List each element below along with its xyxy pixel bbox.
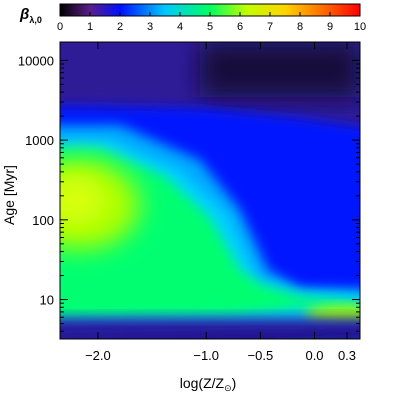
colorbar-tick-label: 9 — [327, 21, 333, 33]
colorbar-tick-label: 3 — [147, 21, 153, 33]
colorbar-label-sub: λ,0 — [29, 15, 42, 25]
y-tick-label: 10000 — [18, 53, 54, 68]
colorbar-ticks: 0 1 2 3 4 5 6 7 8 9 10 — [57, 12, 366, 33]
colorbar: βλ,0 0 1 2 3 4 5 6 7 8 9 10 — [19, 3, 366, 33]
x-tick-label: −1.0 — [193, 348, 219, 363]
colorbar-label: βλ,0 — [19, 6, 42, 25]
colorbar-label-main: β — [19, 6, 29, 23]
x-axis-label-sub: ⊙ — [224, 383, 232, 393]
y-tick-label: 10 — [40, 293, 54, 308]
colorbar-tick-label: 6 — [237, 21, 243, 33]
x-tick-label: −0.5 — [248, 348, 274, 363]
colorbar-tick-label: 1 — [87, 21, 93, 33]
x-axis-label-main: log(Z/Z — [180, 375, 225, 391]
x-tick-label: 0.3 — [338, 348, 356, 363]
colorbar-tick-label: 4 — [177, 21, 183, 33]
x-tick-label: 0.0 — [305, 348, 323, 363]
plot-frame — [59, 41, 361, 340]
colorbar-tick-label: 2 — [117, 21, 123, 33]
x-axis-label: log(Z/Z⊙) — [180, 375, 237, 393]
colorbar-tick-label: 7 — [267, 21, 273, 33]
x-axis: −2.0 −1.0 −0.5 0.0 0.3 — [85, 42, 356, 363]
x-axis-label-close: ) — [232, 375, 237, 391]
y-tick-label: 100 — [32, 213, 54, 228]
y-axis: 10 100 1000 10000 — [18, 53, 360, 332]
colorbar-tick-label: 8 — [297, 21, 303, 33]
colorbar-tick-label: 5 — [207, 21, 213, 33]
y-tick-label: 1000 — [25, 133, 54, 148]
x-tick-label: −2.0 — [85, 348, 111, 363]
colorbar-tick-label: 10 — [354, 21, 366, 33]
heatmap — [60, 42, 360, 339]
colorbar-tick-label: 0 — [57, 21, 63, 33]
y-axis-label: Age [Myr] — [1, 165, 17, 225]
